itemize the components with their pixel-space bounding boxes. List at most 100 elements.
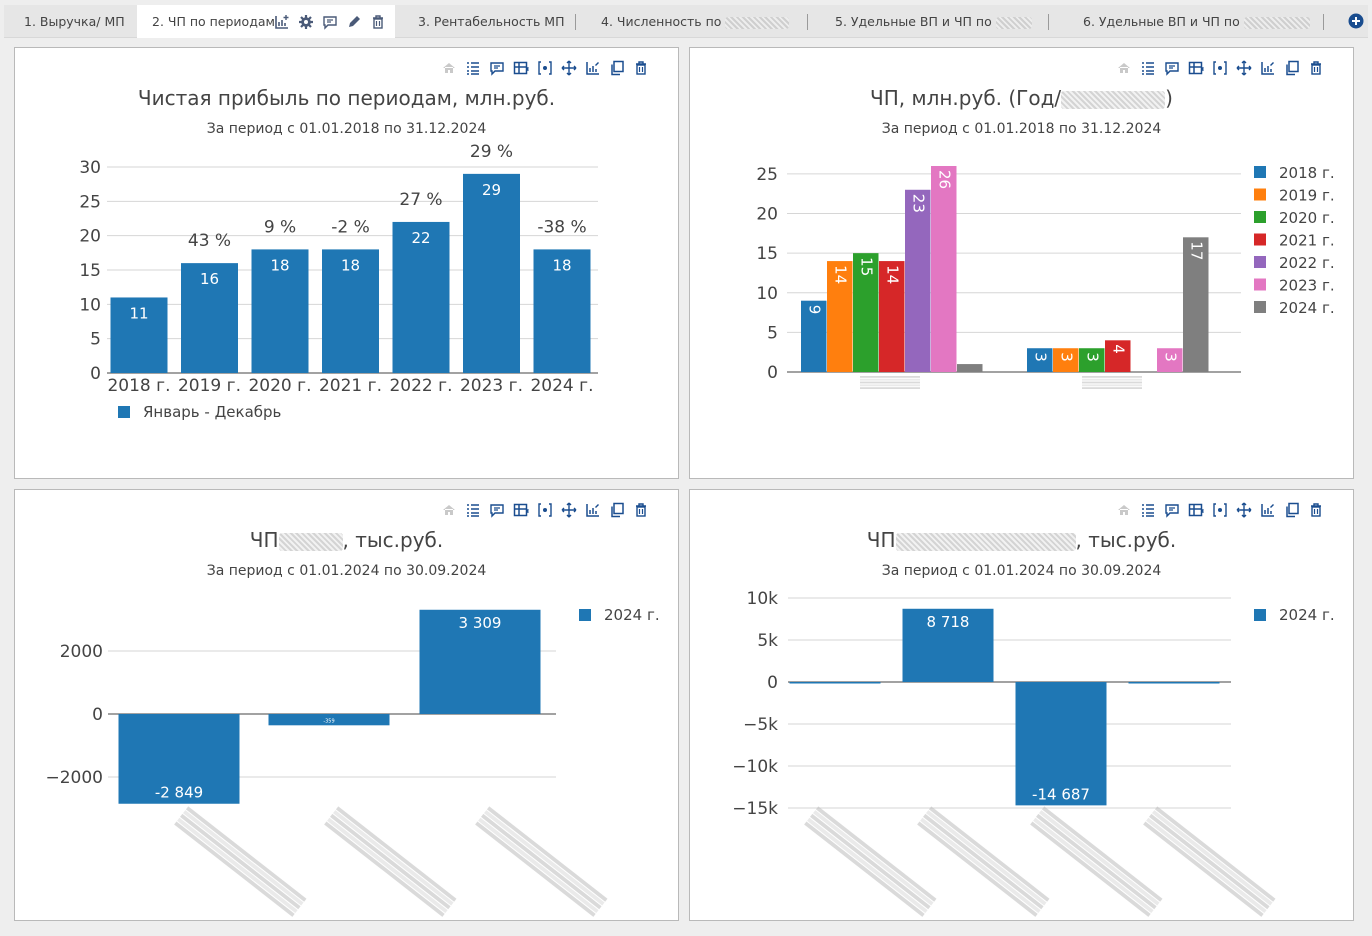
bar (957, 364, 983, 372)
y-tick-label: 20 (79, 227, 101, 247)
redacted-label (324, 806, 457, 917)
bar-value-label: 14 (831, 265, 849, 284)
comment-icon[interactable] (1164, 502, 1180, 518)
redacted-label (1030, 806, 1163, 917)
add-chart-icon[interactable] (274, 14, 290, 30)
trash-icon[interactable] (1308, 502, 1324, 518)
chart-edit-icon[interactable] (1260, 60, 1276, 76)
y-tick-label: 25 (756, 165, 778, 185)
panel-toolbar (441, 60, 649, 76)
tab-specific-6[interactable]: 6. Удельные ВП и ЧП по (1049, 5, 1324, 38)
trash-icon[interactable] (370, 14, 386, 30)
home-icon[interactable] (1116, 60, 1132, 76)
y-tick-label: 15 (756, 244, 778, 264)
legend-label: 2024 г. (1279, 299, 1335, 317)
x-tick-label: 2021 г. (319, 376, 382, 396)
legend-swatch (1254, 211, 1266, 223)
bar-value-label: 8 718 (927, 613, 970, 631)
y-tick-label: 2000 (60, 642, 103, 662)
gear-icon[interactable] (298, 14, 314, 30)
bar-chart[interactable]: −2000 0 2000 -2 849 -359 3 309 2024 г. (15, 490, 680, 922)
chart-edit-icon[interactable] (585, 502, 601, 518)
bar (905, 189, 931, 372)
bar (392, 221, 450, 373)
chart-edit-icon[interactable] (585, 60, 601, 76)
code-icon[interactable] (1212, 60, 1228, 76)
legend-label: 2019 г. (1279, 187, 1335, 205)
legend-swatch (1254, 301, 1266, 313)
tab-headcount[interactable]: 4. Численность по (576, 5, 808, 38)
trash-icon[interactable] (633, 502, 649, 518)
home-icon[interactable] (441, 60, 457, 76)
bar-value-label: 3 309 (459, 614, 502, 632)
move-icon[interactable] (561, 60, 577, 76)
comment-icon[interactable] (489, 60, 505, 76)
y-tick-label: 10 (756, 284, 778, 304)
list-icon[interactable] (1140, 502, 1156, 518)
copy-icon[interactable] (609, 60, 625, 76)
list-icon[interactable] (465, 502, 481, 518)
tab-profitability[interactable]: 3. Рентабельность МП (395, 5, 576, 38)
legend-label: 2018 г. (1279, 164, 1335, 182)
comment-icon[interactable] (489, 502, 505, 518)
code-icon[interactable] (537, 502, 553, 518)
bar-value-label: -359 (323, 718, 334, 724)
move-icon[interactable] (1236, 502, 1252, 518)
comment-icon[interactable] (322, 14, 338, 30)
legend-swatch (1254, 256, 1266, 268)
panel-toolbar (1116, 60, 1324, 76)
list-icon[interactable] (1140, 60, 1156, 76)
bar-value-label: 23 (909, 194, 927, 213)
panel-title: ЧП, тыс.руб. (866, 528, 1177, 552)
tab-label: 3. Рентабельность МП (418, 14, 565, 29)
tab-specific-5[interactable]: 5. Удельные ВП и ЧП по (808, 5, 1049, 38)
code-icon[interactable] (537, 60, 553, 76)
panel-subtitle: За период с 01.01.2018 по 31.12.2024 (206, 121, 487, 137)
list-icon[interactable] (465, 60, 481, 76)
trash-icon[interactable] (1308, 60, 1324, 76)
bar-value-label: 16 (200, 270, 219, 288)
table-icon[interactable] (513, 60, 529, 76)
copy-icon[interactable] (1284, 502, 1300, 518)
legend-swatch (1254, 188, 1266, 201)
copy-icon[interactable] (1284, 60, 1300, 76)
bar-chart[interactable]: 0 5 10 15 20 25 30 11 2018 г. 16 43 % 2019 г. 18 9 % 2… (15, 48, 680, 480)
chart-edit-icon[interactable] (1260, 502, 1276, 518)
redacted-label (1143, 806, 1276, 917)
pencil-icon[interactable] (346, 14, 362, 30)
bar-value-label: -14 687 (1032, 785, 1090, 803)
table-icon[interactable] (1188, 502, 1204, 518)
bar (419, 609, 541, 714)
move-icon[interactable] (561, 502, 577, 518)
home-icon[interactable] (441, 502, 457, 518)
bar-value-label: 18 (270, 256, 289, 274)
bar-value-label: 17 (1187, 241, 1205, 260)
copy-icon[interactable] (609, 502, 625, 518)
table-icon[interactable] (513, 502, 529, 518)
move-icon[interactable] (1236, 60, 1252, 76)
panel-title: ЧП, млн.руб. (Год/) (870, 86, 1173, 110)
growth-annotation: 43 % (188, 231, 231, 251)
tab-revenue[interactable]: 1. Выручка/ МП (4, 5, 137, 38)
code-icon[interactable] (1212, 502, 1228, 518)
growth-annotation: 29 % (470, 142, 513, 162)
home-icon[interactable] (1116, 502, 1132, 518)
bar (931, 166, 957, 372)
add-tab-icon[interactable] (1348, 13, 1364, 29)
tab-label: 2. ЧП по периодам (152, 14, 275, 29)
trash-icon[interactable] (633, 60, 649, 76)
bar (1015, 682, 1107, 806)
comment-icon[interactable] (1164, 60, 1180, 76)
bar (879, 261, 905, 372)
y-tick-label: 0 (767, 363, 778, 383)
table-icon[interactable] (1188, 60, 1204, 76)
bar-value-label: 9 (805, 305, 823, 315)
bar (118, 714, 240, 804)
bar (181, 263, 238, 373)
bar-chart[interactable]: −15k −10k −5k 0 5k 10k 8 718 -14 687 2024 г. (690, 490, 1355, 922)
bar-value-label: 14 (883, 265, 901, 284)
bar-value-label: 18 (552, 256, 571, 274)
y-tick-label: 0 (767, 673, 778, 693)
x-tick-label: 2022 г. (389, 376, 452, 396)
